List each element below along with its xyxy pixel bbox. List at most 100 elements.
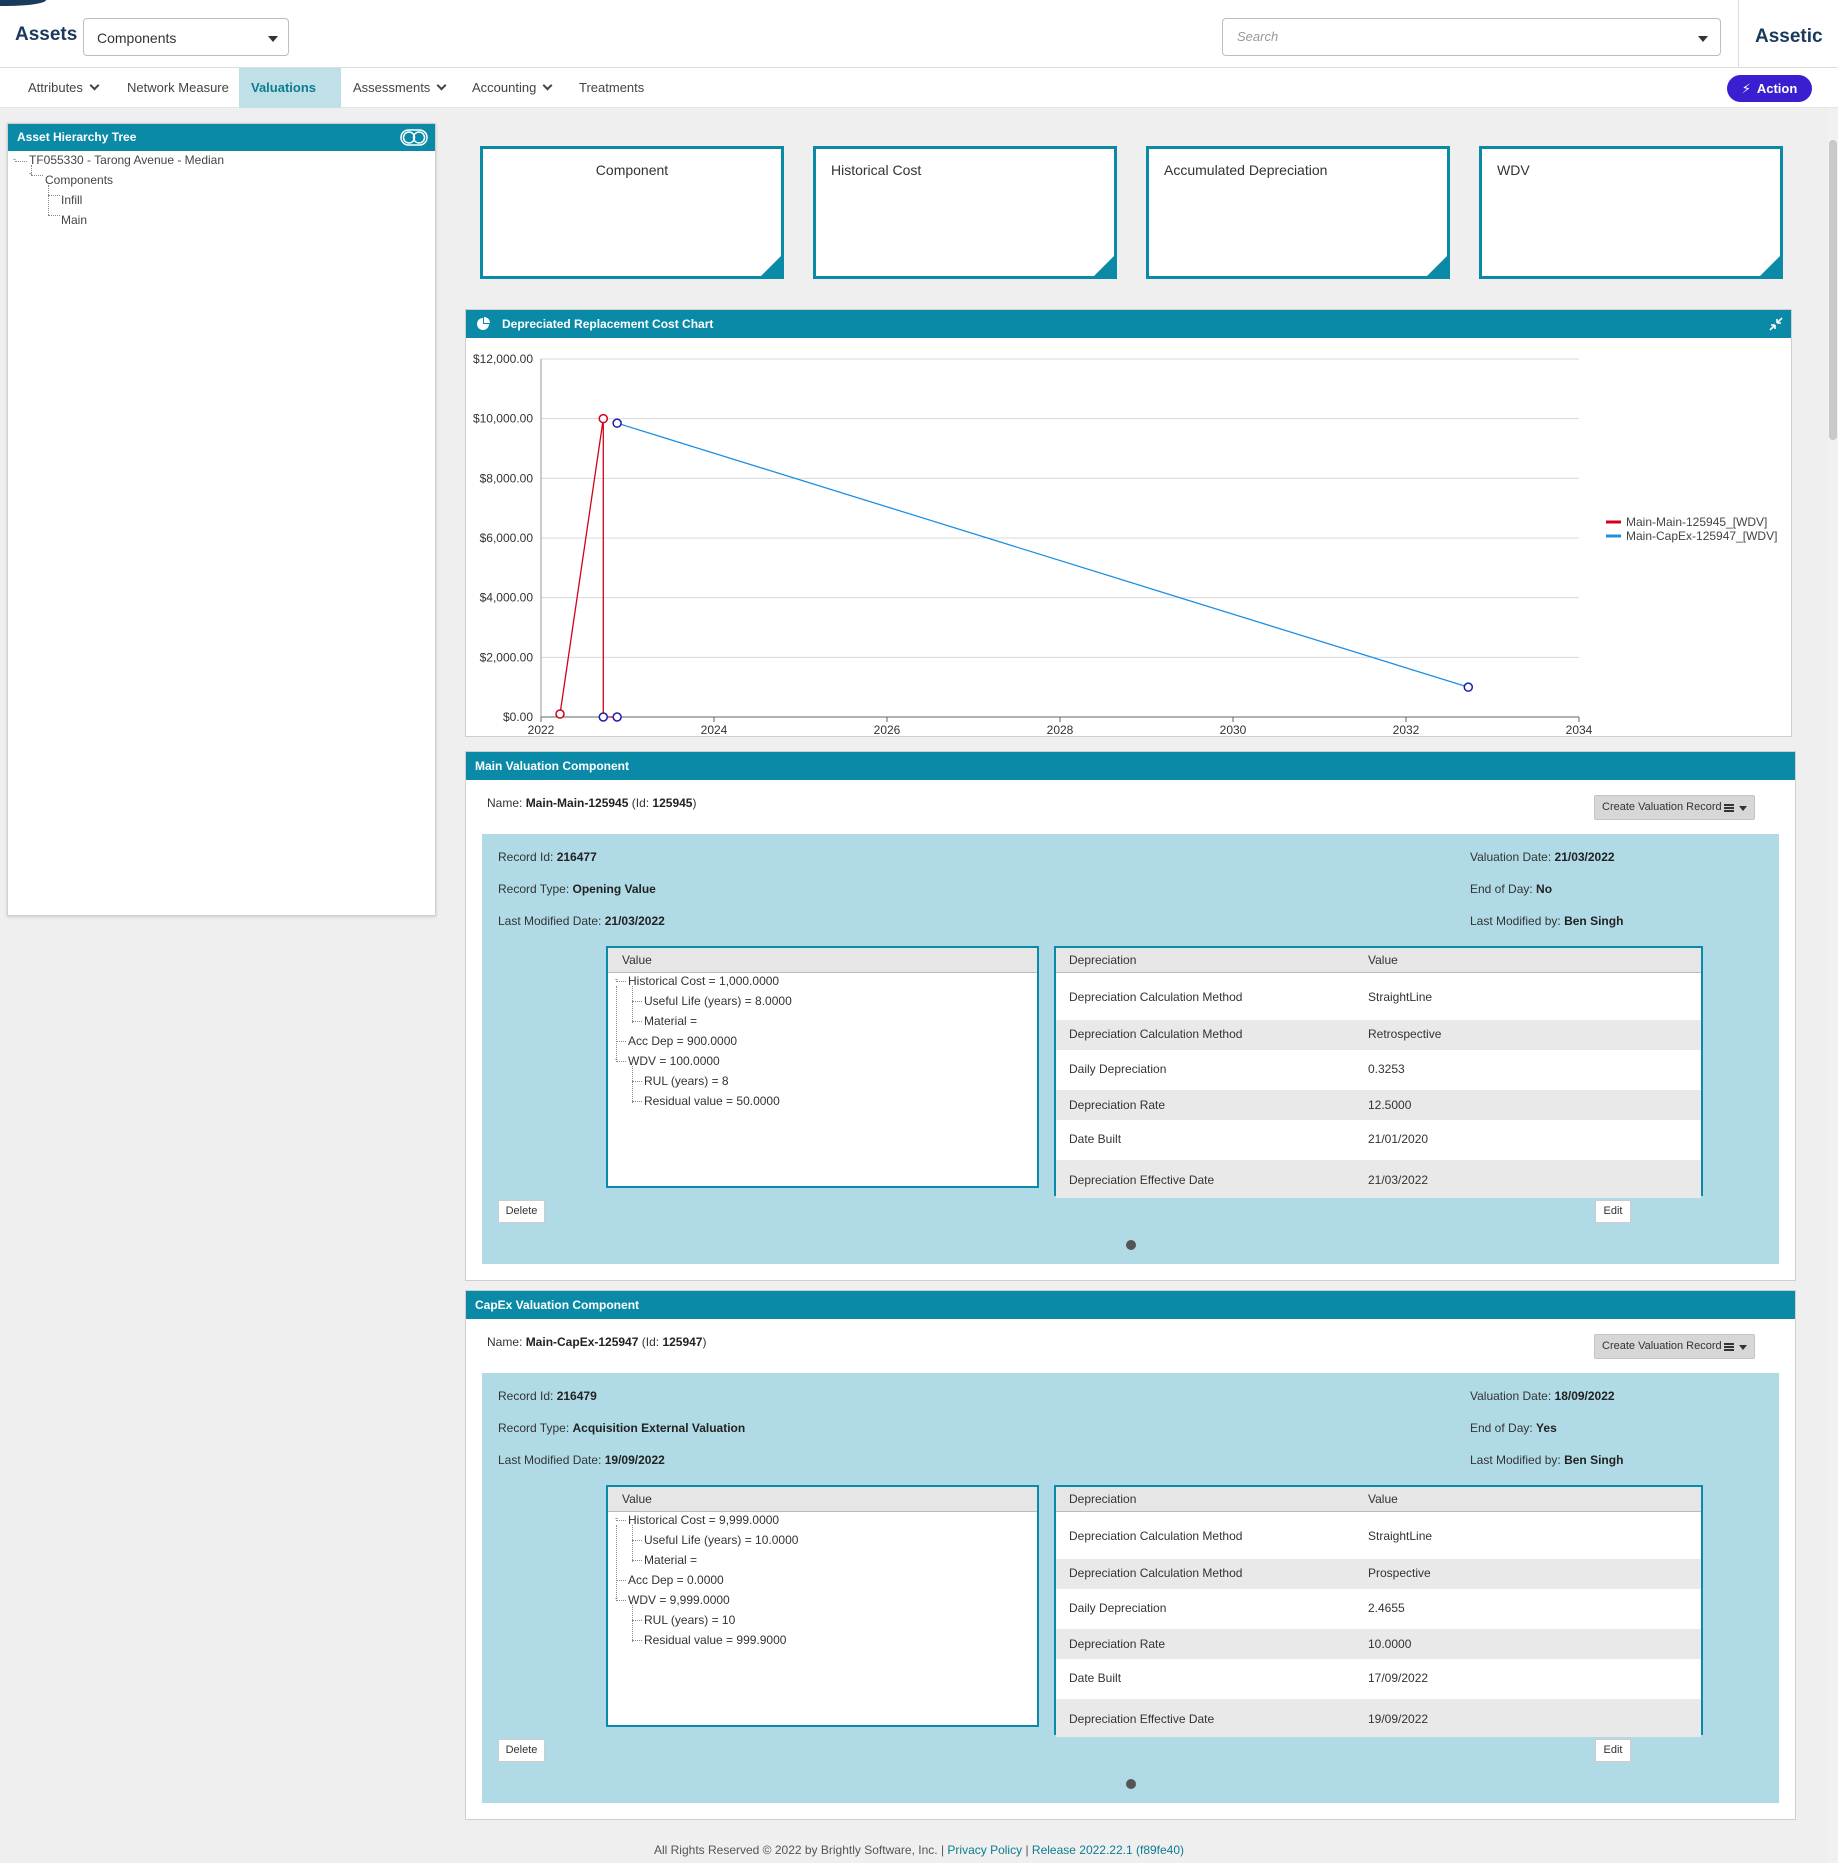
summary-card-wdv[interactable]: WDV xyxy=(1479,146,1783,279)
tree-node-root[interactable]: TF055330 - Tarong Avenue - Median xyxy=(29,153,225,167)
tree-connector xyxy=(15,161,27,162)
summary-card-historical-cost[interactable]: Historical Cost xyxy=(813,146,1117,279)
card-corner xyxy=(760,255,782,277)
tab-network-measure[interactable]: Network Measure xyxy=(115,68,241,108)
tree-node-wdv[interactable]: WDV = 9,999.0000 xyxy=(628,1593,730,1607)
collapse-icon[interactable]: - xyxy=(615,1593,618,1603)
tree-node-residual-value[interactable]: Residual value = 999.9000 xyxy=(644,1633,787,1647)
tab-label: Treatments xyxy=(579,80,645,95)
collapse-icon[interactable]: - xyxy=(29,168,32,178)
delete-button[interactable]: Delete xyxy=(498,1739,545,1762)
action-button[interactable]: ⚡ Action xyxy=(1727,75,1812,102)
tree-node-components[interactable]: Components xyxy=(45,173,114,187)
tree-connector xyxy=(616,986,617,1062)
collapse-icon[interactable]: - xyxy=(615,1513,618,1523)
scrollbar-thumb[interactable] xyxy=(1829,140,1837,440)
component-name: Main-CapEx-125947 xyxy=(525,1335,639,1349)
collapse-icon[interactable]: - xyxy=(615,1054,618,1064)
card-corner xyxy=(1093,255,1115,277)
tree-node-acc-dep[interactable]: Acc Dep = 900.0000 xyxy=(628,1034,738,1048)
id-label: Id: xyxy=(645,1335,660,1349)
tree-node-rul[interactable]: RUL (years) = 10 xyxy=(644,1613,736,1627)
meta-label: End of Day: xyxy=(1470,882,1533,896)
tree-connector xyxy=(632,1640,642,1641)
table-row: Date Built 17/09/2022 xyxy=(1056,1659,1701,1699)
record-id: Record Id: 216479 xyxy=(498,1389,597,1403)
tree-node-useful-life[interactable]: Useful Life (years) = 10.0000 xyxy=(644,1533,799,1547)
release-link[interactable]: Release 2022.22.1 (f89fe40) xyxy=(1031,1843,1185,1857)
pager-dot[interactable] xyxy=(1126,1779,1136,1789)
tab-attributes[interactable]: Attributes xyxy=(16,68,110,108)
meta-value: 21/03/2022 xyxy=(604,914,665,928)
card-label: WDV xyxy=(1497,162,1530,178)
component-id: 125945 xyxy=(652,796,693,810)
edit-button[interactable]: Edit xyxy=(1595,1739,1631,1762)
cell: Depreciation Calculation Method xyxy=(1069,1566,1243,1580)
collapse-icon[interactable]: - xyxy=(13,154,16,164)
meta-label: Last Modified Date: xyxy=(498,1453,602,1467)
value-tree-box: Value - Historical Cost = 1,000.0000 Use… xyxy=(606,946,1039,1188)
meta-label: Record Id: xyxy=(498,1389,554,1403)
tree-node-material[interactable]: Material = xyxy=(644,1553,698,1567)
delete-button[interactable]: Delete xyxy=(498,1200,545,1223)
tree-node-residual-value[interactable]: Residual value = 50.0000 xyxy=(644,1094,780,1108)
data-point xyxy=(612,418,622,428)
pager-dot[interactable] xyxy=(1126,1240,1136,1250)
meta-value: Yes xyxy=(1536,1421,1557,1435)
privacy-policy-link[interactable]: Privacy Policy xyxy=(947,1843,1023,1857)
search-box[interactable] xyxy=(1222,18,1721,56)
cell: 21/01/2020 xyxy=(1368,1132,1429,1146)
column-header: Depreciation xyxy=(1069,1492,1137,1506)
summary-card-component[interactable]: Component xyxy=(480,146,784,279)
tree-node-rul[interactable]: RUL (years) = 8 xyxy=(644,1074,729,1088)
table-row: Depreciation Calculation Method Retrospec… xyxy=(1056,1020,1701,1050)
toggle-icon[interactable] xyxy=(400,129,428,146)
record-type-select-value: Components xyxy=(97,30,177,46)
tree-node-acc-dep[interactable]: Acc Dep = 0.0000 xyxy=(628,1573,724,1587)
create-valuation-record-button[interactable]: Create Valuation Record xyxy=(1594,1334,1755,1359)
table-row: Depreciation Rate 10.0000 xyxy=(1056,1629,1701,1659)
end-of-day: End of Day: No xyxy=(1470,882,1552,896)
search-input[interactable] xyxy=(1235,28,1675,45)
collapse-icon[interactable]: - xyxy=(615,974,618,984)
tree-node-historical-cost[interactable]: Historical Cost = 1,000.0000 xyxy=(628,974,780,988)
tree-node-useful-life[interactable]: Useful Life (years) = 8.0000 xyxy=(644,994,792,1008)
tab-accounting[interactable]: Accounting xyxy=(460,68,563,108)
x-tick-label: 2026 xyxy=(874,723,901,736)
tab-treatments[interactable]: Treatments xyxy=(567,68,656,108)
x-tick-label: 2030 xyxy=(1220,723,1247,736)
summary-card-accumulated-depreciation[interactable]: Accumulated Depreciation xyxy=(1146,146,1450,279)
tab-assessments[interactable]: Assessments xyxy=(341,68,457,108)
header-accent xyxy=(0,0,46,6)
last-modified-by: Last Modified by: Ben Singh xyxy=(1470,1453,1623,1467)
tree-connector xyxy=(31,175,43,176)
record-type-select[interactable]: Components xyxy=(83,18,289,56)
tree-connector xyxy=(616,1041,626,1042)
cell: Date Built xyxy=(1069,1671,1122,1685)
tree-node-main[interactable]: Main xyxy=(61,213,88,227)
chevron-down-icon xyxy=(542,80,553,91)
tree-connector xyxy=(616,1061,626,1062)
collapse-arrows-icon[interactable] xyxy=(1769,317,1783,331)
create-valuation-record-button[interactable]: Create Valuation Record xyxy=(1594,795,1755,820)
top-header: Assets Components Assetic xyxy=(0,0,1838,68)
table-row: Depreciation Calculation Method StraightL… xyxy=(1056,973,1701,1020)
page-scrollbar[interactable] xyxy=(1828,108,1838,1863)
component-name: Main-Main-125945 xyxy=(525,796,629,810)
column-header: Depreciation xyxy=(1069,953,1137,967)
tree-node-wdv[interactable]: WDV = 100.0000 xyxy=(628,1054,720,1068)
x-tick-label: 2024 xyxy=(701,723,728,736)
tree-node-infill[interactable]: Infill xyxy=(61,193,83,207)
meta-value: Opening Value xyxy=(572,882,656,896)
tree-connector xyxy=(632,1540,642,1541)
tab-valuations[interactable]: Valuations xyxy=(239,68,341,131)
y-tick-label: $4,000.00 xyxy=(480,591,534,605)
edit-button[interactable]: Edit xyxy=(1595,1200,1631,1223)
tree-connector xyxy=(632,1066,633,1103)
tree-node-material[interactable]: Material = xyxy=(644,1014,698,1028)
valuation-record: Record Id: 216477 Record Type: Opening V… xyxy=(482,834,1779,1264)
y-tick-label: $2,000.00 xyxy=(480,650,534,664)
tree-node-historical-cost[interactable]: Historical Cost = 9,999.0000 xyxy=(628,1513,780,1527)
meta-label: Valuation Date: xyxy=(1470,1389,1552,1403)
data-point xyxy=(555,709,565,719)
